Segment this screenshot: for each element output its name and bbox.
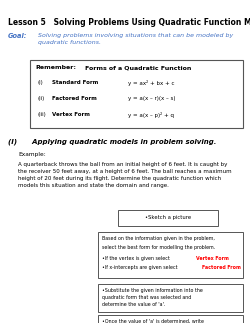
FancyBboxPatch shape (98, 315, 243, 323)
Text: •Sketch a picture: •Sketch a picture (145, 215, 191, 221)
Text: (i): (i) (37, 80, 43, 85)
Text: •If the vertex is given select: •If the vertex is given select (102, 256, 172, 261)
Text: Vertex Form: Vertex Form (52, 112, 90, 117)
Text: •Substitute the given information into the
quadratic form that was selected and
: •Substitute the given information into t… (102, 288, 203, 307)
Text: A quarterback throws the ball from an initial height of 6 feet. It is caught by
: A quarterback throws the ball from an in… (18, 162, 232, 188)
FancyBboxPatch shape (30, 60, 243, 128)
Text: (ii): (ii) (37, 96, 44, 101)
Text: Vertex Form: Vertex Form (196, 256, 229, 261)
Text: Example:: Example: (18, 152, 46, 157)
FancyBboxPatch shape (98, 284, 243, 312)
Text: Lesson 5   Solving Problems Using Quadratic Function Models: Lesson 5 Solving Problems Using Quadrati… (8, 18, 250, 27)
Text: Remember:: Remember: (35, 65, 76, 70)
Text: Forms of a Quadratic Function: Forms of a Quadratic Function (85, 65, 192, 70)
Text: Goal:: Goal: (8, 33, 28, 39)
Text: y = a(x – p)² + q: y = a(x – p)² + q (128, 112, 174, 118)
Text: •If x-intercepts are given select: •If x-intercepts are given select (102, 265, 179, 270)
Text: Factored Form: Factored Form (52, 96, 97, 101)
Text: •Once the value of 'a' is determined, write
the quadratic form that models the p: •Once the value of 'a' is determined, wr… (102, 319, 209, 323)
Text: y = ax² + bx + c: y = ax² + bx + c (128, 80, 174, 86)
Text: y = a(x – r)(x – s): y = a(x – r)(x – s) (128, 96, 176, 101)
FancyBboxPatch shape (118, 210, 218, 226)
Text: Factored From: Factored From (202, 265, 241, 270)
Text: Solving problems involving situations that can be modeled by
quadratic functions: Solving problems involving situations th… (38, 33, 233, 45)
FancyBboxPatch shape (98, 232, 243, 278)
Text: select the best form for modelling the problem.: select the best form for modelling the p… (102, 245, 215, 250)
Text: Based on the information given in the problem,: Based on the information given in the pr… (102, 236, 215, 241)
Text: Standard Form: Standard Form (52, 80, 98, 85)
Text: (iii): (iii) (37, 112, 46, 117)
Text: (I)      Applying quadratic models in problem solving.: (I) Applying quadratic models in problem… (8, 138, 216, 145)
